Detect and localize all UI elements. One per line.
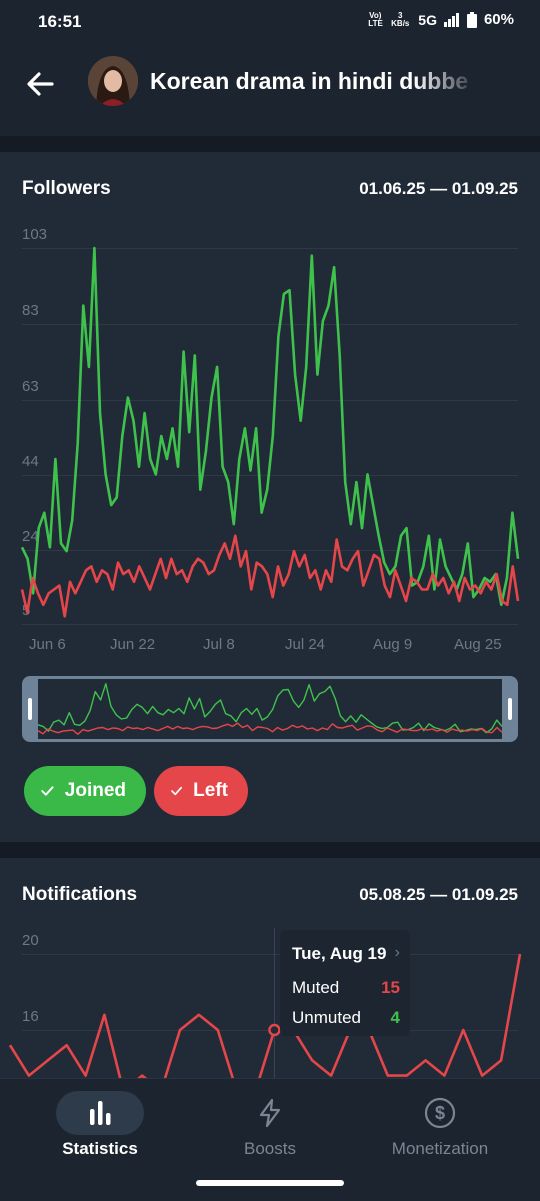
bar-chart-icon	[90, 1101, 111, 1125]
dollar-circle-icon: $	[424, 1097, 456, 1129]
navigator-preview-chart	[37, 682, 503, 735]
notifications-title: Notifications	[22, 884, 138, 905]
y-tick-label: 20	[22, 932, 39, 949]
tab-statistics[interactable]: Statistics	[10, 1079, 190, 1179]
gridline	[22, 475, 518, 476]
x-tick-label: Jun 6	[29, 636, 66, 653]
x-tick-label: Aug 25	[454, 636, 502, 653]
boosts-tab-icon-container	[226, 1091, 314, 1135]
joined-label: Joined	[64, 780, 126, 801]
back-arrow-icon	[27, 72, 54, 96]
lightning-bolt-icon	[259, 1098, 281, 1128]
left-toggle[interactable]: Left	[154, 766, 248, 816]
back-button[interactable]	[22, 66, 58, 102]
series-line-left	[20, 534, 520, 618]
network-speed-value: 3	[398, 10, 403, 20]
gridline	[22, 400, 518, 401]
home-indicator	[196, 1180, 344, 1186]
section-divider	[0, 842, 540, 858]
monetization-tab-icon-container: $	[396, 1091, 484, 1135]
tooltip-unmuted-value: 4	[390, 1008, 400, 1027]
network-speed: 3 KB/s	[389, 10, 411, 28]
avatar-portrait-icon	[88, 56, 138, 106]
notifications-card: Notifications 05.08.25 — 01.09.25 20 16 …	[0, 858, 540, 1088]
volte-indicator: Vo) LTE	[368, 10, 383, 28]
tab-boosts[interactable]: Boosts	[180, 1079, 360, 1179]
y-tick-label: 16	[22, 1008, 39, 1025]
navigator-series-left	[37, 722, 503, 735]
network-speed-unit: KB/s	[391, 18, 410, 28]
statistics-tab-icon-container	[56, 1091, 144, 1135]
x-tick-label: Jul 24	[285, 636, 326, 653]
network-type: 5G	[418, 11, 437, 28]
check-icon	[41, 786, 54, 796]
signal-icon	[443, 12, 459, 27]
chart-tooltip[interactable]: Tue, Aug 19 › Muted 15 Unmuted 4	[280, 930, 410, 1036]
battery-level: 60%	[483, 11, 514, 28]
notifications-date-range[interactable]: 05.08.25 — 01.09.25	[359, 885, 518, 904]
gridline	[22, 954, 518, 955]
y-tick-label: 63	[22, 378, 39, 395]
followers-title: Followers	[22, 178, 111, 199]
tab-label: Boosts	[244, 1139, 296, 1158]
channel-title: Korean drama in hindi dubbe	[150, 68, 469, 94]
svg-text:$: $	[435, 1103, 445, 1123]
status-bar: 16:51 Vo) LTE 3 KB/s 5G 60%	[0, 0, 540, 44]
tab-monetization[interactable]: $ Monetization	[350, 1079, 530, 1179]
notifications-line-chart[interactable]	[0, 858, 540, 1088]
check-icon	[171, 786, 183, 796]
navigator-right-handle[interactable]	[502, 676, 518, 742]
x-tick-label: Aug 9	[373, 636, 413, 653]
followers-date-range[interactable]: 01.06.25 — 01.09.25	[359, 179, 518, 198]
followers-card: Followers 01.06.25 — 01.09.25 103 83 63 …	[0, 152, 540, 842]
series-line-muted	[8, 953, 522, 1088]
app-bar: Korean drama in hindi dubbe	[0, 44, 540, 136]
gridline	[22, 248, 518, 249]
tooltip-unmuted-label: Unmuted	[292, 1008, 361, 1027]
followers-line-chart[interactable]	[0, 152, 540, 842]
status-time: 16:51	[38, 12, 82, 31]
tab-label: Monetization	[391, 1139, 489, 1158]
gridline	[22, 624, 518, 625]
navigator-window[interactable]	[38, 676, 502, 742]
gridline	[22, 324, 518, 325]
tooltip-muted-label: Muted	[292, 978, 340, 997]
x-tick-label: Jul 8	[203, 636, 235, 653]
x-tick-label: Jun 22	[110, 636, 156, 653]
series-line-joined	[20, 246, 520, 607]
battery-icon	[466, 11, 477, 28]
y-tick-label: 44	[22, 453, 39, 470]
tooltip-muted-value: 15	[381, 978, 400, 997]
range-navigator[interactable]	[22, 676, 518, 742]
y-tick-label: 103	[22, 226, 48, 243]
navigator-left-handle[interactable]	[22, 676, 38, 742]
joined-toggle[interactable]: Joined	[24, 766, 146, 816]
tooltip-marker	[268, 1023, 281, 1037]
section-divider	[0, 136, 540, 152]
chevron-right-icon: ›	[394, 944, 400, 961]
channel-avatar[interactable]	[88, 56, 138, 106]
y-tick-label: 24	[22, 528, 39, 545]
tab-label: Statistics	[62, 1139, 138, 1158]
left-label: Left	[193, 780, 228, 801]
gridline	[22, 550, 518, 551]
status-icons: Vo) LTE 3 KB/s 5G 60%	[368, 11, 514, 28]
y-tick-label: 83	[22, 302, 39, 319]
tooltip-date: Tue, Aug 19	[292, 944, 387, 963]
